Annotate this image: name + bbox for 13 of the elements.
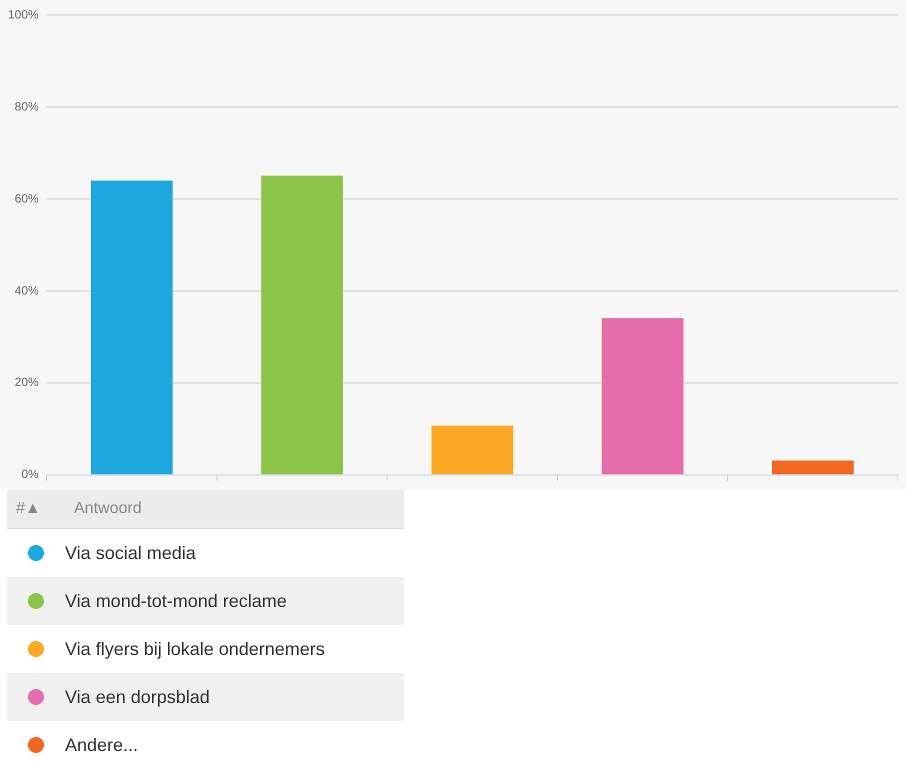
y-tick-label: 20% bbox=[14, 375, 40, 390]
legend-label: Via een dorpsblad bbox=[65, 686, 210, 708]
legend-label: Via flyers bij lokale ondernemers bbox=[65, 638, 325, 660]
legend-label: Via social media bbox=[65, 542, 196, 564]
y-tick-label: 100% bbox=[8, 8, 40, 22]
y-tick-label: 40% bbox=[14, 283, 40, 298]
y-tick-label: 0% bbox=[21, 467, 40, 482]
y-tick-label: 60% bbox=[14, 191, 40, 206]
text: #▲ bbox=[16, 500, 41, 517]
y-tick-label: 80% bbox=[14, 99, 40, 114]
legend-label: Via mond-tot-mond reclame bbox=[65, 590, 287, 612]
legend-title: Antwoord bbox=[74, 500, 142, 518]
legend-label: Andere... bbox=[65, 734, 138, 756]
